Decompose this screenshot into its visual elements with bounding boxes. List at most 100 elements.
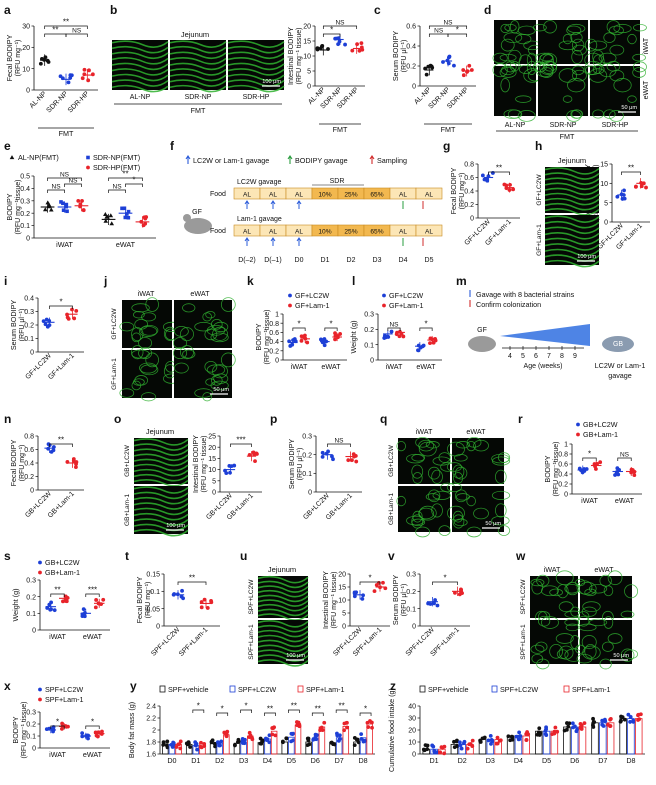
data-point-r-0-0-3 [582,467,586,471]
data-point-t-1-0-1 [202,597,207,602]
bar-z-7-0 [619,718,627,755]
micrograph-cell-w-4-12 [575,644,586,654]
sdr-label-f: SDR [330,178,345,185]
micro-row-d-iwat: iWAT [643,37,650,54]
micrograph-bg-o-2 [134,486,188,534]
timeline-wedge-m [500,324,590,346]
micrograph-cell-q-4-12 [452,510,464,523]
data-point-y-6-1-3 [314,737,319,742]
y-axis-unit-u: (RFU mg⁻¹ tissue) [331,572,338,629]
data-point-z-2-2-4 [497,738,502,743]
data-point-z-1-2-1 [467,742,472,747]
data-point-r-0-0-2 [584,467,589,471]
micrograph-fiber-b-sdrnp-0 [169,40,227,48]
data-point-z-2-2-0 [495,735,500,740]
mouse-body-m-gb [602,336,634,352]
x-tick-label-l-0: iWAT [386,362,403,371]
legend-label-l-0: GF+LC2W [389,291,423,300]
micrograph-fiber-b-alnp-5 [111,68,169,76]
micrograph-cell-d-i2-2 [572,38,585,52]
x-tick-label-t-1: SPF+Lam-1 [178,626,210,658]
y-axis-label-x: BODIPY [11,716,20,743]
data-point-g-1-0-3 [511,187,516,192]
data-point-v-1-0-2 [460,591,464,595]
micro-row-o-1: GB+LC2W [124,444,131,476]
data-point-z-0-2-4 [439,745,444,749]
data-point-l-0-1-2 [395,330,399,335]
micro-row-q-2: GB+Lam-1 [388,493,395,525]
micrograph-cell-w-3-13 [531,653,544,664]
micrograph-cell-j-4-5 [206,364,226,376]
x-tick-label-k-0: iWAT [291,362,308,371]
micrograph-cell-q-4-0 [454,489,468,503]
micrograph-fiber-u-1-3 [257,589,309,598]
y-tick-label-e-5: 0.5 [20,174,30,181]
data-point-a-2-0-2 [87,68,91,73]
x-tick-label-x-1: eWAT [83,750,103,759]
y-tick-label-p-3: 0.3 [302,434,312,441]
micrograph-cell-q-4-10 [491,490,511,500]
sig-bracket-s-0 [50,593,65,597]
gavage-arrow-f-0-1 [270,200,276,209]
data-point-o-1-0-2 [253,459,257,463]
micrograph-fiber-b-alnp-4 [111,62,169,71]
legend-marker-k-1 [288,303,292,308]
data-point-z-7-0-3 [619,718,623,723]
sig-label-l-0: NS [389,322,399,329]
data-point-l-1-0-5 [416,348,421,353]
data-point-y-8-2-0 [370,725,374,730]
micrograph-fiber-b-sdrhp-1 [227,45,285,54]
micrograph-cell-w-2-13 [576,580,593,595]
data-point-p-0-0-2 [320,454,325,459]
y-axis-label-e: BODIPY [5,193,14,220]
data-point-g-1-0-4 [508,183,512,187]
mouse-ear-f [183,214,191,222]
micrograph-cell-d-i3-12 [613,23,632,34]
y-tick-label-h-3: 15 [600,162,608,169]
panel-letter-b: b [110,3,117,17]
sig-label-e-0: NS [52,184,62,191]
sig-bracket-g-0 [488,171,510,175]
micrograph-cell-q-2-3 [447,441,465,457]
micrograph-fiber-u-1-0 [257,575,309,584]
micrograph-cell-j-4-11 [204,361,218,373]
data-point-s-0-0-3 [49,607,53,612]
data-point-z-2-1-2 [489,741,493,746]
data-point-z-2-0-2 [480,736,485,741]
micrograph-cell-q-3-2 [396,495,406,507]
data-point-y-8-1-0 [359,732,364,737]
y-axis-unit-x: (RFU mg⁻¹ tissue) [21,702,28,759]
micrograph-fiber-h-2-6 [544,248,600,257]
mouse-body-m-gf [468,336,496,352]
data-point-l-1-1-5 [433,337,438,341]
micrograph-cell-w-2-12 [575,578,586,587]
y-tick-label-l-0: 0 [370,358,374,365]
data-point-z-7-1-3 [631,719,636,724]
micrograph-fiber-h-1-4 [544,187,600,196]
sig-bracket-s-1 [85,593,100,597]
sig-label-x-1: * [91,718,94,727]
gavage-arrow-f-1-0 [244,237,250,246]
sig-label-x-0: * [56,718,59,727]
data-point-v-0-0-3 [435,603,440,608]
data-point-k-1-0-0 [322,343,327,348]
data-point-z-5-1-0 [570,721,575,726]
sig-label-g-0: ** [496,164,502,173]
x-tick-label-z-6: D7 [598,756,607,765]
y-tick-label-n-4: 0.8 [24,434,34,441]
y-tick-label-b-4: 20 [303,24,311,31]
sig-bracket-r-0 [582,457,597,461]
data-point-c-1-0-5 [446,55,451,60]
y-tick-label-y-3: 2.2 [146,716,156,723]
micrograph-w-1 [530,570,584,624]
sig-bracket-b-1 [322,33,341,37]
y-tick-label-k-0: 0 [275,358,279,365]
bar-y-4-2 [270,730,278,755]
data-point-z-4-1-3 [543,732,548,736]
micro-row-h-2: GF+Lam-1 [536,224,543,256]
micrograph-cell-j-2-7 [212,326,228,341]
micro-col-q-ewat: eWAT [466,427,486,436]
chart-k: 0 0.2 0.4 0.6 0.8 1 BODIPY (RFU mg⁻¹tissue) iWAT… [254,309,347,371]
micrograph-fiber-b-sdrhp-4 [227,62,285,71]
